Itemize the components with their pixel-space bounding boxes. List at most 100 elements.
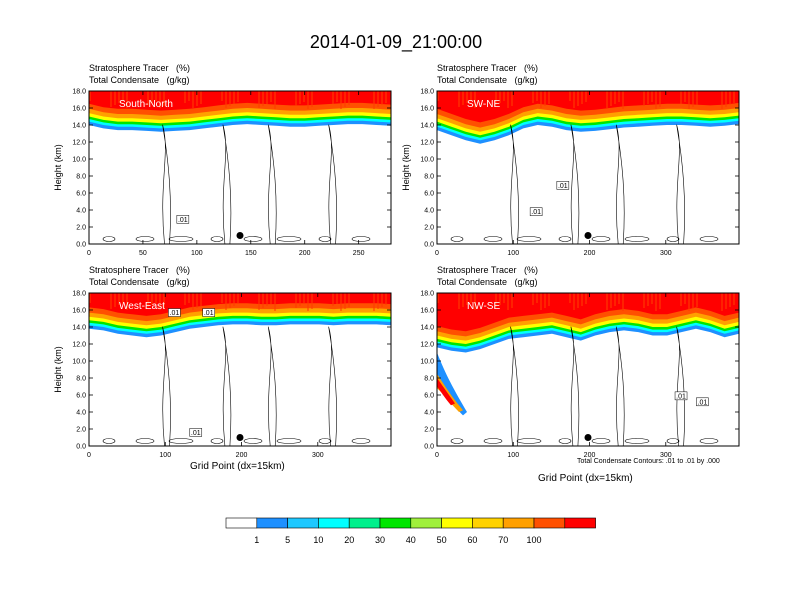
y-tick-label: 16.0 bbox=[420, 106, 434, 113]
contour-ring bbox=[351, 236, 371, 242]
tracer-streak bbox=[532, 91, 534, 103]
tracer-streak bbox=[126, 91, 128, 108]
y-tick-label: 10.0 bbox=[72, 359, 86, 366]
tracer-streak bbox=[507, 91, 509, 108]
contour-ring bbox=[699, 438, 719, 444]
panel-1: .01 South-North 0.0 2.0 4.0 6.0 8.0 10.0 12.0 14.… bbox=[53, 89, 392, 257]
tracer-streak bbox=[332, 293, 334, 306]
contour-label-box bbox=[202, 308, 215, 317]
contour-ring bbox=[135, 438, 155, 444]
contour-ring bbox=[516, 438, 542, 444]
x-tick-label: 0 bbox=[435, 250, 439, 257]
contour-ring bbox=[699, 236, 719, 242]
y-tick-label: 10.0 bbox=[420, 157, 434, 164]
contour-line bbox=[570, 124, 580, 245]
location-marker bbox=[584, 434, 592, 441]
y-tick-label: 6.0 bbox=[76, 191, 86, 198]
y-tick-label: 10.0 bbox=[420, 359, 434, 366]
contour-line bbox=[222, 124, 232, 245]
header-condensate: Total Condensate (g/kg) bbox=[437, 277, 538, 287]
tracer-streak bbox=[692, 91, 694, 107]
tracer-streak bbox=[159, 91, 161, 108]
tracer-streak bbox=[573, 91, 575, 108]
contour-ring bbox=[558, 236, 572, 242]
contour-line bbox=[510, 326, 519, 447]
tracer-streak bbox=[147, 293, 149, 307]
contour-ring bbox=[276, 438, 302, 444]
contour-label-box bbox=[176, 215, 190, 224]
contour-label: .01 bbox=[698, 399, 708, 406]
contour-line bbox=[615, 124, 625, 245]
tracer-streak bbox=[688, 91, 690, 109]
tracer-streak bbox=[511, 91, 513, 106]
y-tick-label: 0.0 bbox=[76, 242, 86, 249]
tracer-streak bbox=[303, 293, 305, 304]
tracer-streak bbox=[270, 91, 272, 102]
contour-ring bbox=[168, 438, 194, 444]
tracer-streak bbox=[225, 91, 227, 108]
tracer-streak bbox=[299, 91, 301, 104]
tracer-streak bbox=[270, 293, 272, 304]
contour-ring bbox=[516, 236, 542, 242]
tracer-streak bbox=[89, 293, 91, 303]
tracer-streak bbox=[458, 293, 460, 309]
tracer-streak bbox=[499, 293, 501, 305]
tracer-streak bbox=[569, 91, 571, 101]
tracer-streak bbox=[573, 293, 575, 310]
y-tick-label: 10.0 bbox=[72, 157, 86, 164]
tracer-streak bbox=[536, 91, 538, 101]
location-marker bbox=[236, 434, 244, 441]
plot-frame bbox=[436, 90, 740, 245]
contour-ring bbox=[318, 236, 332, 242]
y-tick-label: 2.0 bbox=[76, 225, 86, 232]
tracer-streak bbox=[474, 293, 476, 310]
panel1-header: Stratosphere Tracer (%) Total Condensate… bbox=[89, 62, 190, 86]
contour-ring bbox=[450, 236, 464, 242]
tracer-streak bbox=[229, 91, 231, 106]
tracer-streak bbox=[114, 293, 116, 307]
x-tick-label: 150 bbox=[245, 250, 257, 257]
tracer-streak bbox=[462, 293, 464, 307]
tracer-streak bbox=[266, 293, 268, 306]
contour-ring bbox=[102, 236, 116, 242]
tracer-streak bbox=[618, 91, 620, 102]
tracer-streak bbox=[233, 293, 235, 306]
tracer-streak bbox=[684, 91, 686, 102]
tracer-streak bbox=[295, 91, 297, 106]
tracer-streak bbox=[377, 293, 379, 309]
tracer-streak bbox=[622, 91, 624, 109]
tracer-streak bbox=[614, 91, 616, 104]
tracer-streak bbox=[721, 91, 723, 109]
tracer-plume-outer bbox=[437, 352, 467, 416]
tracer-streak bbox=[237, 91, 239, 102]
contour-label: .01 bbox=[676, 393, 686, 400]
contour-label-box bbox=[189, 428, 203, 437]
contour-ring bbox=[168, 236, 194, 242]
tracer-streak bbox=[577, 293, 579, 308]
tracer-streak bbox=[89, 91, 91, 101]
tracer-streak bbox=[307, 91, 309, 109]
y-tick-label: 2.0 bbox=[424, 225, 434, 232]
contour-label-box bbox=[529, 207, 543, 216]
tracer-streak bbox=[336, 293, 338, 304]
tracer-streak bbox=[548, 91, 550, 104]
panel-label: South-North bbox=[119, 99, 173, 110]
tracer-streak bbox=[725, 91, 727, 107]
condensate-contours bbox=[450, 124, 719, 245]
contour-line bbox=[510, 124, 519, 245]
tracer-streak bbox=[200, 91, 202, 104]
y-tick-label: 12.0 bbox=[420, 140, 434, 147]
panel-label: SW-NE bbox=[467, 99, 500, 110]
tracer-streak bbox=[618, 293, 620, 304]
contour-line bbox=[328, 326, 337, 447]
tracer-streak bbox=[163, 91, 165, 106]
y-tick-label: 18.0 bbox=[420, 291, 434, 298]
tracer-streak bbox=[610, 293, 612, 308]
tracer-streak bbox=[585, 293, 587, 304]
tracer-streak bbox=[192, 91, 194, 108]
tracer-streak bbox=[495, 91, 497, 105]
tracer-streak bbox=[118, 91, 120, 103]
tracer-streak bbox=[647, 293, 649, 306]
y-tick-label: 6.0 bbox=[76, 393, 86, 400]
y-tick-label: 6.0 bbox=[424, 393, 434, 400]
